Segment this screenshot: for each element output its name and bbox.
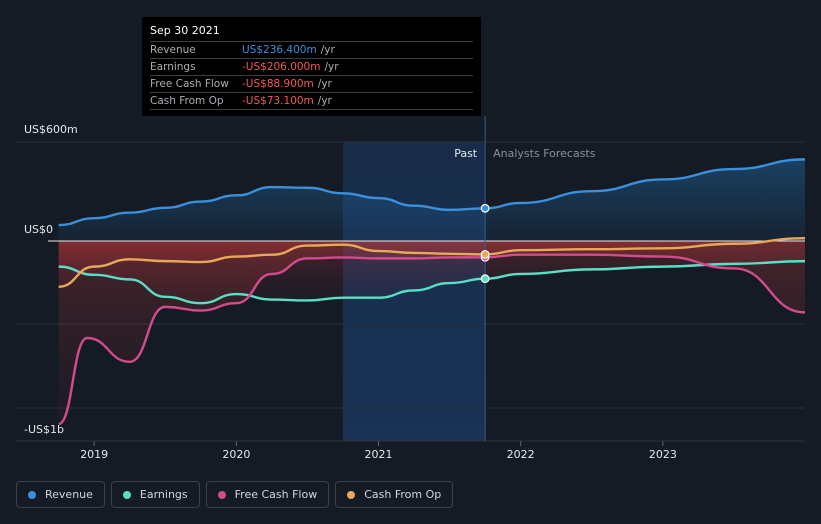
- tooltip-value: -US$88.900m: [242, 78, 314, 90]
- x-tick-label: 2022: [507, 448, 535, 461]
- cash-from-op-marker: [480, 249, 490, 259]
- tooltip-row-earnings: Earnings -US$206.000m /yr: [150, 58, 473, 75]
- free-cash-flow-area: [58, 241, 806, 424]
- revenue-area: [58, 159, 806, 241]
- past-label: Past: [454, 147, 478, 160]
- legend-item-revenue[interactable]: Revenue: [16, 481, 105, 508]
- legend-item-free-cash-flow[interactable]: Free Cash Flow: [205, 481, 330, 508]
- tooltip-value: US$236.400m: [242, 44, 317, 56]
- legend-label: Cash From Op: [364, 488, 442, 501]
- tooltip-value: -US$206.000m: [242, 61, 321, 73]
- series-lines: [58, 158, 806, 426]
- tooltip-unit: /yr: [317, 95, 332, 107]
- revenue-marker: [480, 203, 490, 213]
- tooltip: Sep 30 2021 Revenue US$236.400m /yr Earn…: [142, 17, 481, 116]
- earnings-marker: [480, 274, 490, 284]
- free-cash-flow-line: [58, 253, 806, 426]
- legend-label: Revenue: [45, 488, 93, 501]
- tooltip-unit: /yr: [320, 44, 335, 56]
- tooltip-row-free-cash-flow: Free Cash Flow -US$88.900m /yr: [150, 75, 473, 92]
- y-axis-label-bottom: -US$1b: [24, 423, 64, 436]
- revenue-line: [58, 158, 806, 227]
- x-axis: 2019 2020 2021 2022 2023: [80, 441, 677, 461]
- tooltip-unit: /yr: [317, 78, 332, 90]
- cash-from-op-area: [58, 238, 806, 287]
- forecast-label: Analysts Forecasts: [493, 147, 596, 160]
- y-axis-label-zero: US$0: [24, 223, 53, 236]
- cash-from-op-dot-icon: [347, 490, 356, 499]
- tooltip-label: Free Cash Flow: [150, 78, 229, 90]
- series-markers: [480, 203, 490, 284]
- tooltip-row-cash-from-op: Cash From Op -US$73.100m /yr: [150, 92, 473, 110]
- legend-item-earnings[interactable]: Earnings: [110, 481, 200, 508]
- tooltip-value: -US$73.100m: [242, 95, 314, 107]
- earnings-line: [58, 259, 806, 305]
- tooltip-row-revenue: Revenue US$236.400m /yr: [150, 41, 473, 58]
- tooltip-label: Earnings: [150, 61, 196, 73]
- x-tick-label: 2023: [649, 448, 677, 461]
- y-axis-label-top: US$600m: [24, 123, 78, 136]
- revenue-dot-icon: [28, 490, 36, 499]
- tooltip-unit: /yr: [324, 61, 339, 73]
- x-tick-label: 2019: [80, 448, 108, 461]
- x-tick-label: 2020: [222, 448, 250, 461]
- tooltip-label: Cash From Op: [150, 95, 224, 107]
- legend-label: Free Cash Flow: [234, 488, 318, 501]
- free-cash-flow-dot-icon: [217, 490, 226, 499]
- x-tick-label: 2021: [365, 448, 393, 461]
- legend: Revenue Earnings Free Cash Flow Cash Fro…: [16, 481, 454, 508]
- legend-label: Earnings: [139, 488, 188, 501]
- legend-item-cash-from-op[interactable]: Cash From Op: [335, 481, 454, 508]
- cash-from-op-line: [58, 237, 806, 288]
- tooltip-label: Revenue: [150, 44, 196, 56]
- tooltip-date: Sep 30 2021: [150, 24, 220, 37]
- earnings-dot-icon: [122, 490, 131, 499]
